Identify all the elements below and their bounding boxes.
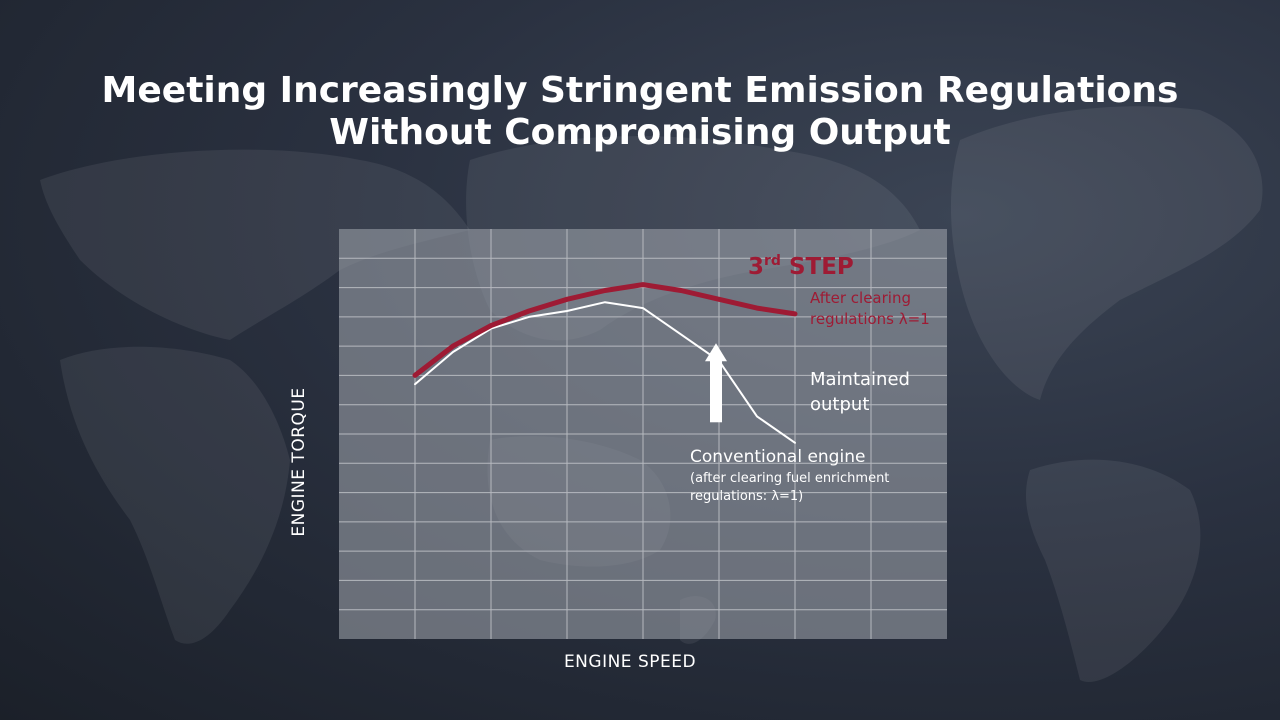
y-axis-label: ENGINE TORQUE [289, 387, 309, 537]
3rd-step-note: After clearing regulations λ=1 [810, 288, 930, 330]
arrow-head [705, 343, 727, 362]
maintained-output-label: Maintained output [810, 367, 910, 417]
series-label-conventional-engine: Conventional engine [690, 447, 866, 467]
x-axis-label: ENGINE SPEED [563, 652, 697, 672]
slide-title: Meeting Increasingly Stringent Emission … [0, 70, 1280, 154]
3rd-step-note-line-2: regulations λ=1 [810, 310, 930, 328]
grid [339, 229, 947, 639]
conventional-note-line-1: (after clearing fuel enrichment [690, 471, 890, 486]
conventional-engine-note: (after clearing fuel enrichment regulati… [690, 470, 889, 506]
maintained-output-arrow [705, 343, 727, 423]
series-layer [412, 282, 798, 444]
arrow-shaft [710, 359, 722, 423]
slide-title-line-1: Meeting Increasingly Stringent Emission … [101, 70, 1179, 111]
slide-title-line-2: Without Compromising Output [329, 112, 951, 153]
3rd-step-note-line-1: After clearing [810, 289, 911, 307]
series-line-3rd-step [412, 282, 798, 378]
maintained-output-line-2: output [810, 394, 870, 415]
series-line-conventional-engine [414, 301, 796, 444]
series-label-3rd-step: 3rd STEP [748, 253, 854, 280]
conventional-note-line-2: regulations: λ=1) [690, 489, 804, 504]
maintained-output-line-1: Maintained [810, 369, 910, 390]
